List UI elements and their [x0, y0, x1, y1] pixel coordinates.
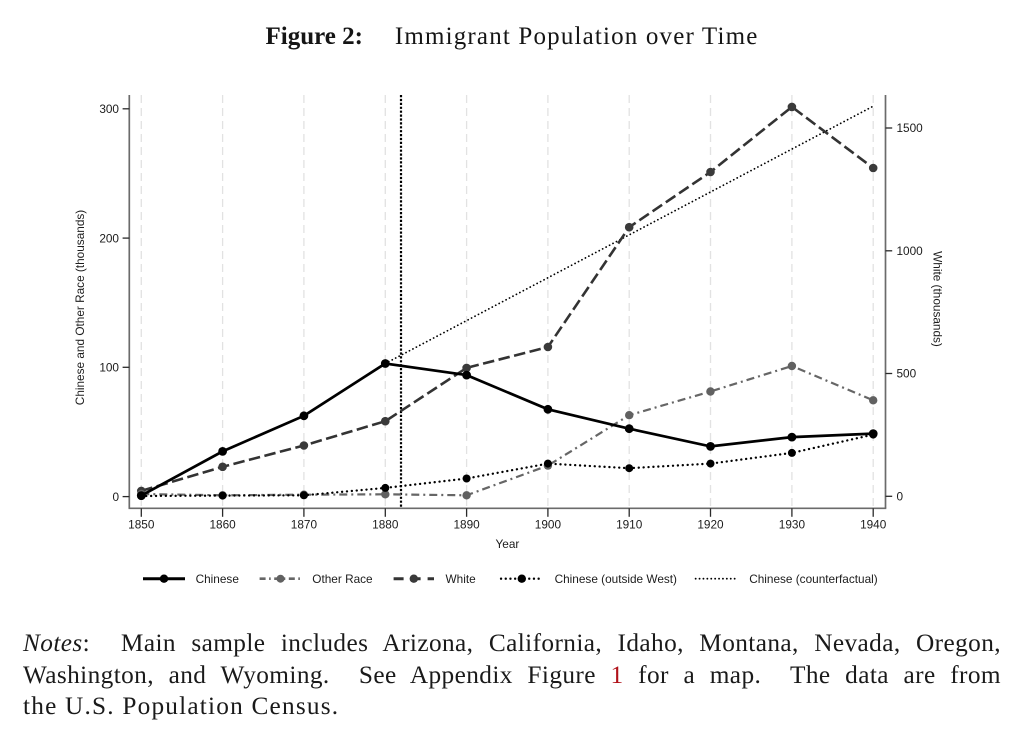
- svg-text:1860: 1860: [209, 518, 236, 532]
- svg-text:1930: 1930: [779, 518, 806, 532]
- svg-text:1880: 1880: [372, 518, 399, 532]
- svg-text:Chinese (outside West): Chinese (outside West): [555, 572, 677, 586]
- svg-text:Year: Year: [495, 537, 519, 551]
- svg-text:Chinese and Other Race (thousa: Chinese and Other Race (thousands): [73, 210, 87, 405]
- svg-text:0: 0: [112, 490, 119, 504]
- svg-text:1910: 1910: [616, 518, 643, 532]
- svg-text:Chinese: Chinese: [196, 572, 240, 586]
- svg-text:1850: 1850: [128, 518, 155, 532]
- svg-text:1870: 1870: [291, 518, 318, 532]
- svg-text:1500: 1500: [897, 121, 924, 135]
- svg-text:1000: 1000: [897, 244, 924, 258]
- svg-text:0: 0: [897, 490, 904, 504]
- svg-text:200: 200: [99, 231, 119, 245]
- svg-text:Other Race: Other Race: [312, 572, 373, 586]
- svg-text:1900: 1900: [535, 518, 562, 532]
- svg-text:White (thousands): White (thousands): [931, 251, 945, 347]
- svg-text:300: 300: [99, 102, 119, 116]
- svg-text:1940: 1940: [860, 518, 887, 532]
- svg-text:White: White: [446, 572, 477, 586]
- svg-text:100: 100: [99, 361, 119, 375]
- svg-text:Chinese (counterfactual): Chinese (counterfactual): [749, 572, 878, 586]
- svg-text:1890: 1890: [453, 518, 480, 532]
- svg-text:1920: 1920: [697, 518, 724, 532]
- svg-text:500: 500: [897, 367, 917, 381]
